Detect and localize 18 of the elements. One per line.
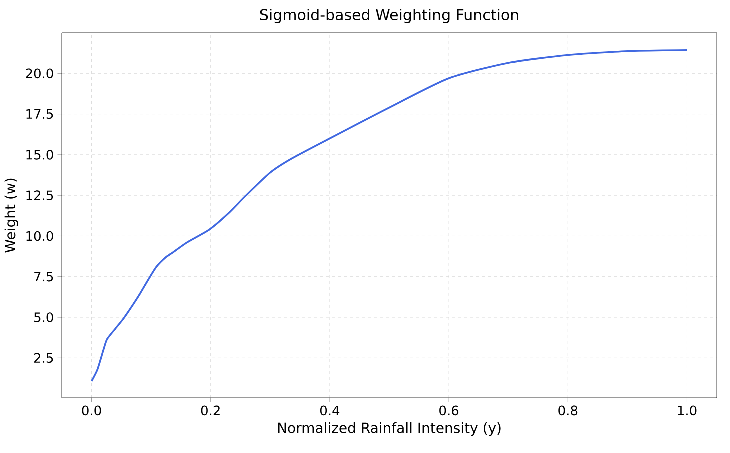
x-tick-label: 0.2 [201,406,220,416]
y-tick-label: 15.0 [26,150,54,160]
x-tick-label: 0.8 [558,406,578,416]
line-series [90,49,688,382]
y-tick-label: 7.5 [34,272,54,282]
x-tick-label: 1.0 [678,406,697,416]
chart-title: Sigmoid-based Weighting Function [260,8,518,24]
x-tick-label: 0.6 [440,406,459,416]
x-tick-label: 0.4 [320,406,340,416]
y-tick-label: 10.0 [26,231,54,242]
y-tick-label: 12.5 [26,190,54,200]
y-tick-label: 2.5 [34,353,54,364]
y-tick-label: 5.0 [34,312,54,322]
y-axis-title: Weight (w) [4,178,18,253]
x-tick-label: 0.0 [82,406,102,416]
y-tick-label: 17.5 [26,109,54,120]
y-tick-label: 20.0 [26,68,54,79]
x-axis-title: Normalized Rainfall Intensity (y) [278,422,501,436]
